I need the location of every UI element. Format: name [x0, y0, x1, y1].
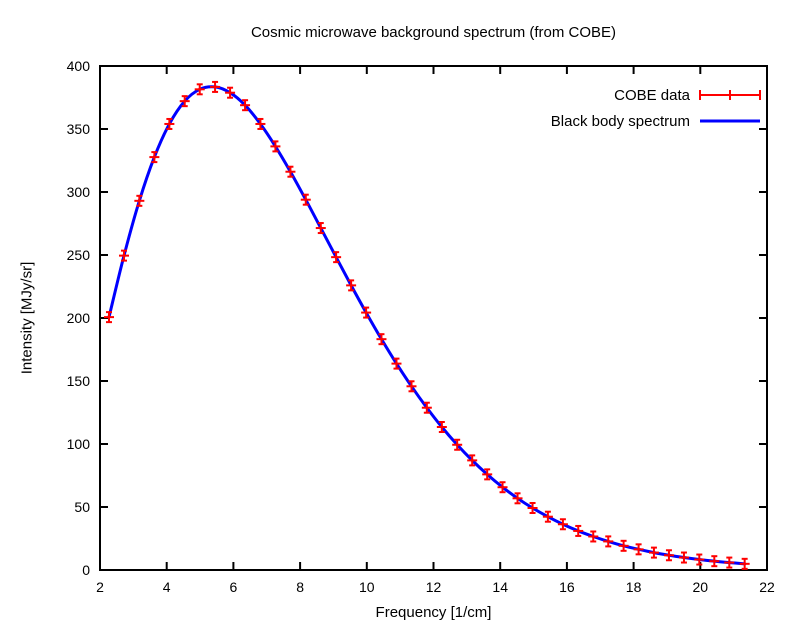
- y-axis-ticks: 0 50 100 150 200 250 300 350 400: [67, 58, 767, 578]
- x-tick-label: 18: [626, 579, 642, 595]
- y-tick-label: 0: [82, 562, 90, 578]
- x-tick-label: 4: [163, 579, 171, 595]
- cobe-data-series: [104, 80, 750, 570]
- y-tick-label: 400: [67, 58, 91, 74]
- y-tick-label: 50: [74, 499, 90, 515]
- x-tick-label: 8: [296, 579, 304, 595]
- y-tick-label: 150: [67, 373, 91, 389]
- y-tick-label: 350: [67, 121, 91, 137]
- x-tick-label: 10: [359, 579, 375, 595]
- x-tick-label: 12: [426, 579, 442, 595]
- y-tick-label: 100: [67, 436, 91, 452]
- blackbody-curve: [107, 85, 747, 566]
- y-tick-label: 300: [67, 184, 91, 200]
- legend: COBE data Black body spectrum: [551, 87, 761, 130]
- y-tick-label: 250: [67, 247, 91, 263]
- chart-title: Cosmic microwave background spectrum (fr…: [250, 24, 617, 41]
- x-tick-label: 16: [559, 579, 575, 595]
- x-axis-label: Frequency [1/cm]: [375, 604, 492, 621]
- x-tick-label: 14: [492, 579, 508, 595]
- x-tick-label: 20: [693, 579, 709, 595]
- x-axis-ticks: 2 4 6 8 10 12 14 16 18 20 22: [96, 66, 775, 595]
- x-tick-label: 6: [230, 579, 238, 595]
- x-tick-label: 22: [759, 579, 775, 595]
- legend-label-blackbody: Black body spectrum: [551, 113, 690, 130]
- y-tick-label: 200: [67, 310, 91, 326]
- y-axis-label: Intensity [MJy/sr]: [18, 261, 36, 375]
- legend-label-cobe-data: COBE data: [614, 87, 691, 104]
- plot-border: [99, 65, 768, 571]
- x-tick-label: 2: [96, 579, 104, 595]
